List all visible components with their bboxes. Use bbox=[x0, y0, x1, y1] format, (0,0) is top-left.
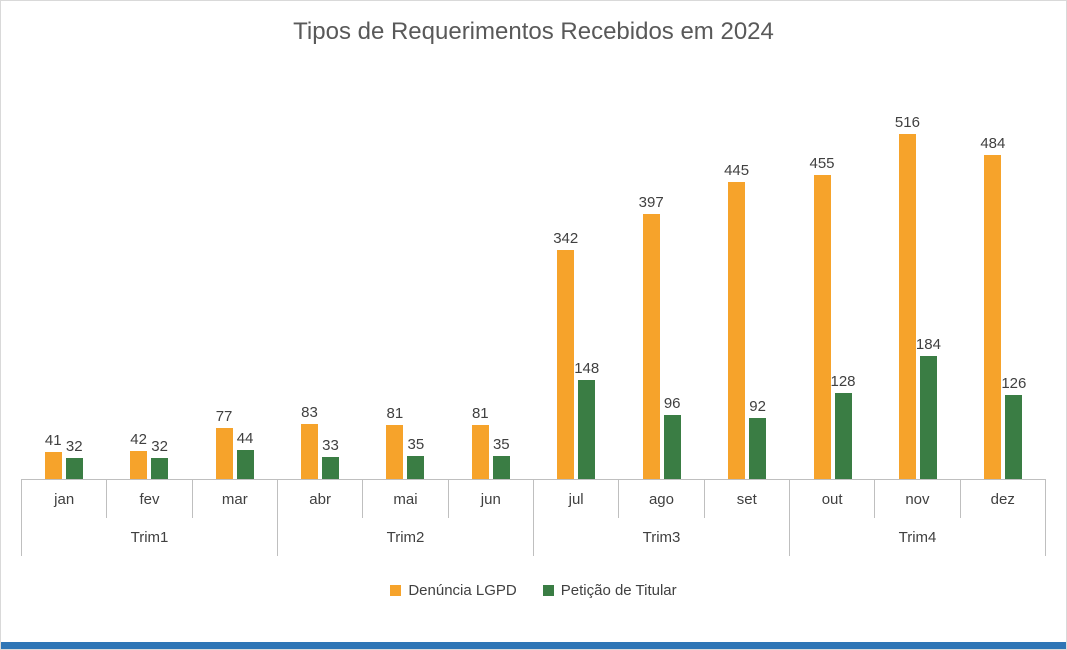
month-column-dez: 484 126 bbox=[961, 51, 1046, 479]
legend-swatch-icon bbox=[390, 585, 402, 596]
peticao-titular-bar: 96 bbox=[663, 395, 681, 479]
bar-value-label: 92 bbox=[749, 397, 766, 415]
month-column-jun: 81 35 bbox=[448, 51, 533, 479]
bar-value-label: 33 bbox=[322, 436, 339, 454]
month-column-ago: 397 96 bbox=[619, 51, 704, 479]
denuncia-lgpd-bar: 445 bbox=[724, 162, 749, 479]
bar-value-label: 42 bbox=[130, 430, 147, 448]
legend: Denúncia LGPD Petição de Titular bbox=[1, 582, 1066, 599]
quarter-label-trim3: Trim3 bbox=[534, 518, 790, 556]
denuncia-lgpd-bar: 41 bbox=[44, 432, 62, 479]
bottom-accent-bar bbox=[1, 642, 1066, 649]
month-label-nov: nov bbox=[875, 480, 961, 518]
quarter-axis: Trim1 Trim2 Trim3 Trim4 bbox=[22, 518, 1045, 556]
denuncia-lgpd-bar: 455 bbox=[809, 155, 835, 479]
legend-item: Petição de Titular bbox=[542, 582, 677, 599]
month-column-mar: 77 44 bbox=[192, 51, 277, 479]
month-column-jul: 342 148 bbox=[534, 51, 619, 479]
bar-value-label: 35 bbox=[407, 435, 425, 453]
denuncia-lgpd-bar: 77 bbox=[215, 408, 233, 479]
bar-value-label: 81 bbox=[386, 404, 404, 422]
month-label-out: out bbox=[790, 480, 876, 518]
bar-value-label: 455 bbox=[809, 154, 835, 172]
bar-value-label: 445 bbox=[724, 161, 750, 179]
legend-label: Petição de Titular bbox=[560, 582, 677, 599]
bar-value-label: 77 bbox=[215, 407, 233, 425]
month-label-dez: dez bbox=[990, 490, 1015, 508]
bar-value-label: 83 bbox=[301, 403, 318, 421]
bar-value-label: 32 bbox=[65, 437, 83, 455]
month-label-jan: jan bbox=[22, 480, 108, 518]
bar-value-label: 516 bbox=[894, 114, 920, 131]
plot-area: 41 32 42 32 77 44 83 33 81 35 81 35 342 148 397 96 445 92… bbox=[21, 51, 1046, 479]
bar-value-label: 35 bbox=[492, 435, 510, 453]
category-axis: jan fev mar abr mai jun jul ago set out nov dez Tri… bbox=[21, 479, 1046, 556]
bar-value-label: 184 bbox=[915, 336, 941, 353]
bar-value-label: 81 bbox=[471, 404, 489, 422]
bar-value-label: 397 bbox=[638, 193, 664, 211]
month-label-mai: mai bbox=[363, 480, 449, 518]
denuncia-lgpd-bar: 397 bbox=[639, 194, 664, 479]
bar-value-label: 44 bbox=[236, 429, 254, 447]
month-column-jan: 41 32 bbox=[21, 51, 106, 479]
peticao-titular-bar: 184 bbox=[916, 336, 941, 479]
bar-value-label: 126 bbox=[1001, 374, 1027, 392]
month-column-nov: 516 184 bbox=[875, 51, 960, 479]
month-label-ago: ago bbox=[619, 480, 705, 518]
legend-swatch-icon bbox=[542, 585, 554, 596]
month-column-fev: 42 32 bbox=[106, 51, 191, 479]
denuncia-lgpd-bar: 83 bbox=[300, 404, 318, 479]
legend-item: Denúncia LGPD bbox=[390, 582, 517, 599]
bar-value-label: 96 bbox=[663, 394, 681, 412]
month-label-fev: fev bbox=[107, 480, 193, 518]
denuncia-lgpd-bar: 42 bbox=[130, 431, 148, 479]
month-column-out: 455 128 bbox=[790, 51, 875, 479]
denuncia-lgpd-bar: 516 bbox=[895, 114, 920, 479]
peticao-titular-bar: 32 bbox=[151, 438, 169, 479]
legend-label: Denúncia LGPD bbox=[408, 582, 517, 599]
peticao-titular-bar: 35 bbox=[492, 436, 510, 479]
peticao-titular-bar: 128 bbox=[830, 373, 856, 479]
quarter-label-trim1: Trim1 bbox=[22, 518, 278, 556]
denuncia-lgpd-bar: 342 bbox=[553, 230, 578, 479]
month-column-set: 445 92 bbox=[704, 51, 789, 479]
peticao-titular-bar: 32 bbox=[65, 438, 83, 479]
month-label-jun: jun bbox=[449, 480, 534, 518]
bar-value-label: 484 bbox=[980, 135, 1006, 153]
denuncia-lgpd-bar: 484 bbox=[980, 135, 1005, 479]
peticao-titular-bar: 44 bbox=[236, 430, 254, 479]
denuncia-lgpd-bar: 81 bbox=[471, 405, 489, 479]
month-label-jul: jul bbox=[534, 480, 620, 518]
peticao-titular-bar: 35 bbox=[407, 436, 425, 479]
month-label-mar: mar bbox=[193, 480, 278, 518]
month-axis: jan fev mar abr mai jun jul ago set out nov dez bbox=[22, 480, 1045, 518]
month-label-set: set bbox=[705, 480, 790, 518]
quarter-label-trim2: Trim2 bbox=[278, 518, 534, 556]
peticao-titular-bar: 92 bbox=[749, 398, 767, 479]
bar-value-label: 342 bbox=[553, 230, 579, 248]
bar-value-label: 148 bbox=[574, 360, 600, 377]
denuncia-lgpd-bar: 81 bbox=[386, 405, 404, 479]
quarter-label-trim4: Trim4 bbox=[898, 528, 937, 546]
month-column-mai: 81 35 bbox=[363, 51, 448, 479]
month-column-abr: 83 33 bbox=[277, 51, 362, 479]
peticao-titular-bar: 126 bbox=[1001, 375, 1026, 479]
peticao-titular-bar: 33 bbox=[321, 437, 339, 479]
bar-value-label: 41 bbox=[44, 431, 62, 449]
peticao-titular-bar: 148 bbox=[574, 360, 599, 479]
bar-value-label: 128 bbox=[830, 373, 856, 391]
bar-value-label: 32 bbox=[151, 437, 168, 455]
chart-title: Tipos de Requerimentos Recebidos em 2024 bbox=[293, 18, 774, 45]
month-label-abr: abr bbox=[278, 480, 364, 518]
